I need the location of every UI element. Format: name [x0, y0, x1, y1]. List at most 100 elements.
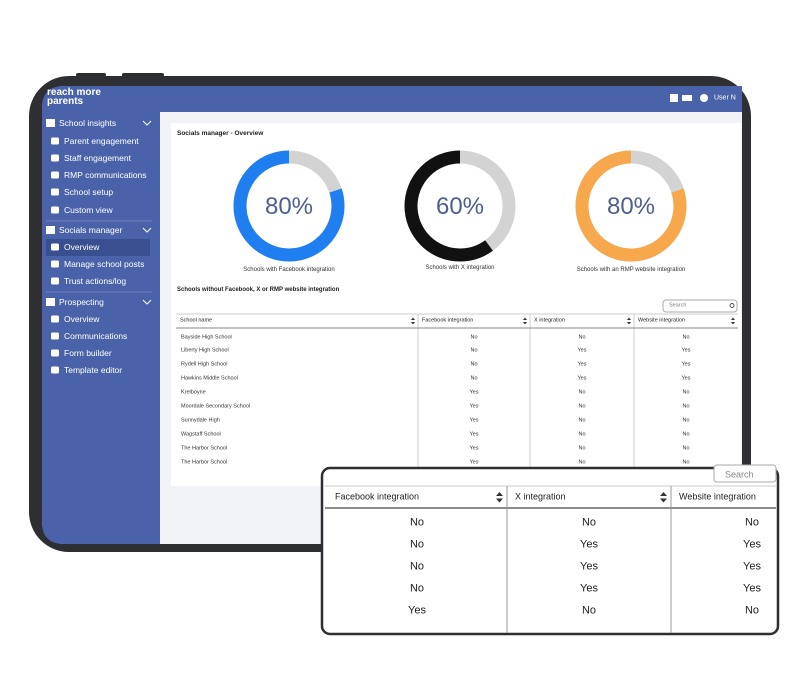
zoom-cell: Yes	[408, 604, 426, 617]
nav-icon	[51, 277, 59, 285]
zoom-panel	[320, 466, 780, 636]
sort-icon	[523, 317, 527, 325]
sort-icon	[731, 317, 735, 325]
nav-item[interactable]: Parent engagement	[64, 135, 139, 146]
icon	[670, 94, 678, 102]
cell: Yes	[577, 361, 587, 368]
cell: Liberty High School	[181, 347, 229, 354]
user-name: User N	[714, 94, 736, 102]
cell: Moordale Secondary School	[181, 403, 251, 410]
column-header: School name	[180, 317, 213, 324]
zoom-cell: Yes	[743, 538, 761, 551]
cell: Rydell High School	[181, 361, 228, 368]
zoom-search-box	[713, 464, 777, 483]
cell: Yes	[469, 417, 479, 424]
cell: No	[682, 417, 690, 424]
nav-icon	[51, 315, 59, 323]
section-icon	[46, 298, 55, 306]
section-title: Prospecting	[59, 296, 104, 307]
donut-label: 80%	[606, 193, 656, 220]
cell: Yes	[469, 403, 479, 410]
zoom-cell: Yes	[580, 582, 598, 595]
active-item	[46, 239, 150, 256]
zoom-column-header: Website integration	[679, 491, 756, 502]
column-header: X integration	[534, 317, 565, 324]
nav-icon	[51, 332, 59, 340]
nav-item[interactable]: Template editor	[64, 364, 123, 375]
donut-label: 60%	[435, 193, 485, 220]
nav-item[interactable]: School setup	[64, 186, 114, 197]
cell: Sunnydale High	[181, 417, 220, 424]
zoom-cell: No	[409, 516, 425, 529]
cell: Yes	[577, 375, 587, 382]
nav-item[interactable]: Trust actions/log	[64, 275, 127, 286]
search-box[interactable]	[662, 299, 738, 313]
nav-item[interactable]: Communications	[64, 330, 128, 341]
logo: parents	[47, 96, 84, 107]
donut-caption: Schools with Facebook integration	[243, 267, 335, 273]
cell: No	[682, 403, 690, 410]
zoom-cell: No	[581, 516, 597, 529]
nav-item[interactable]: Form builder	[64, 347, 112, 358]
zoom-column-header: Facebook integration	[335, 491, 420, 502]
content-card	[171, 123, 741, 486]
nav-icon	[51, 206, 59, 214]
chevron	[142, 227, 152, 233]
zoom-cell: Yes	[743, 560, 761, 573]
section-icon	[46, 119, 55, 127]
section-title: Socials manager	[59, 224, 123, 235]
donut-caption: Schools with X integration	[425, 265, 495, 271]
table-title: Schools without Facebook, X or RMP websi…	[177, 287, 340, 293]
cell: No	[578, 458, 586, 465]
cell: No	[578, 333, 586, 340]
cell: Yes	[681, 361, 691, 368]
nav-icon	[51, 188, 59, 196]
cell: No	[578, 431, 586, 438]
nav-item[interactable]: RMP communications	[64, 169, 147, 180]
cell: Krelboyne	[181, 389, 206, 396]
zoom-cell: No	[409, 582, 425, 595]
cell: The Harbor School	[181, 444, 228, 451]
zoom-cell: No	[409, 560, 425, 573]
zoom-cell: No	[744, 516, 760, 529]
cell: No	[578, 417, 586, 424]
nav-icon	[51, 137, 59, 145]
nav-item[interactable]: Manage school posts	[64, 258, 145, 269]
nav-icon	[51, 349, 59, 357]
donut-arc	[233, 150, 345, 262]
section-icon	[46, 226, 55, 234]
section-title: School insights	[59, 117, 117, 128]
sort-icon	[411, 317, 415, 325]
cell: The Harbor School	[181, 458, 228, 465]
sidebar	[42, 112, 160, 544]
nav-item[interactable]: Overview	[64, 313, 100, 324]
icon	[682, 95, 692, 101]
sort-icon	[627, 317, 631, 325]
cell: Yes	[469, 389, 479, 396]
cell: Hawkins Middle School	[181, 375, 238, 382]
zoom-cell: Yes	[580, 560, 598, 573]
nav-item[interactable]: Staff engagement	[64, 152, 131, 163]
search-placeholder[interactable]: Search	[669, 302, 687, 309]
cell: Bayside High School	[181, 333, 232, 340]
search-icon	[729, 303, 735, 308]
sort-icon	[660, 492, 667, 503]
cell: No	[682, 444, 690, 451]
zoom-cell: Yes	[580, 538, 598, 551]
cell: No	[470, 375, 478, 382]
chevron	[142, 120, 152, 126]
cell: Yes	[469, 431, 479, 438]
nav-item[interactable]: Overview	[64, 241, 100, 252]
page-title: Socials manager - Overview	[177, 129, 264, 137]
cell: No	[682, 333, 690, 340]
zoom-cell: No	[744, 604, 760, 617]
nav-icon	[51, 260, 59, 268]
cell: No	[682, 458, 690, 465]
nav-icon	[51, 243, 59, 251]
nav-item[interactable]: Custom view	[64, 204, 113, 215]
cell: No	[682, 431, 690, 438]
cell: Yes	[469, 458, 479, 465]
cell: No	[578, 444, 586, 451]
donut-arc	[404, 150, 516, 262]
